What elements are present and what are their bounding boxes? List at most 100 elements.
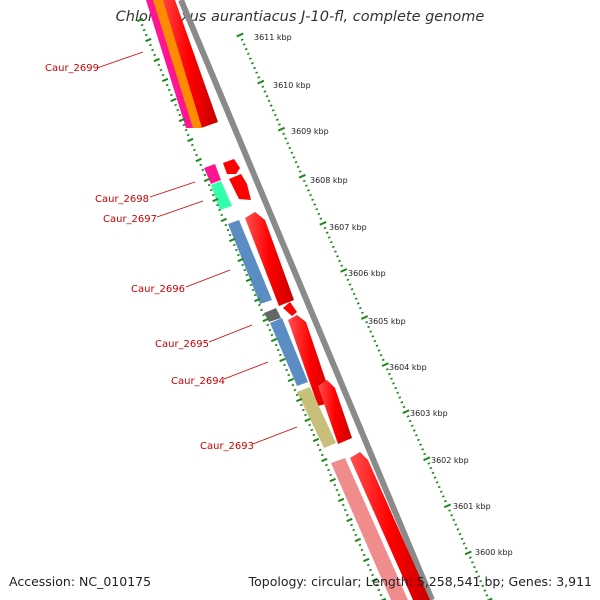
- major-tick: [304, 417, 311, 423]
- minor-tick: [153, 53, 157, 57]
- scale-label: 3601 kbp: [453, 502, 491, 511]
- minor-tick: [228, 233, 232, 237]
- minor-tick: [182, 123, 186, 127]
- gene-label-caur-2695[interactable]: Caur_2695: [155, 339, 209, 350]
- minor-tick: [387, 372, 391, 376]
- minor-tick: [366, 563, 370, 567]
- cog-block-caur-2694[interactable]: [270, 318, 308, 386]
- minor-tick: [286, 142, 290, 145]
- cds-feature-caur-2699[interactable]: [158, 0, 218, 128]
- cds-feature-caur-2694[interactable]: [288, 315, 333, 406]
- minor-tick: [165, 83, 169, 87]
- minor-tick: [267, 99, 271, 103]
- major-tick: [346, 517, 353, 523]
- cog-block-caur-2693[interactable]: [297, 387, 336, 448]
- minor-tick: [159, 68, 163, 72]
- major-tick: [337, 497, 345, 503]
- minor-tick: [268, 328, 272, 332]
- gene-label-caur-2693[interactable]: Caur_2693: [200, 441, 254, 452]
- minor-tick: [336, 255, 339, 258]
- major-tick: [245, 277, 253, 283]
- minor-tick: [325, 231, 329, 234]
- minor-tick: [304, 184, 308, 187]
- minor-tick: [290, 151, 294, 154]
- minor-tick: [149, 43, 152, 47]
- minor-tick: [341, 503, 345, 507]
- cog-track: [146, 0, 408, 600]
- callout-line: [185, 269, 231, 288]
- minor-tick: [251, 288, 255, 292]
- minor-tick: [325, 463, 328, 467]
- major-tick: [340, 268, 348, 273]
- gene-label-caur-2694[interactable]: Caur_2694: [171, 376, 225, 387]
- minor-tick: [255, 71, 259, 74]
- gene-label-caur-2697[interactable]: Caur_2697: [103, 214, 157, 225]
- cds-feature-caur-2692[interactable]: [350, 452, 430, 600]
- minor-tick: [317, 212, 321, 216]
- major-tick: [203, 177, 211, 183]
- major-tick: [287, 377, 294, 383]
- minor-tick: [362, 553, 366, 557]
- minor-tick: [211, 193, 215, 197]
- minor-tick: [263, 90, 267, 93]
- minor-tick: [456, 528, 460, 531]
- minor-tick: [437, 485, 441, 489]
- major-tick: [296, 397, 303, 403]
- minor-tick: [253, 293, 257, 297]
- minor-tick: [176, 108, 180, 112]
- cds-feature-caur-2693[interactable]: [318, 380, 352, 444]
- major-tick: [136, 17, 144, 23]
- minor-tick: [260, 308, 263, 312]
- minor-tick: [201, 168, 205, 172]
- major-tick: [187, 137, 194, 143]
- minor-tick: [348, 283, 352, 286]
- minor-tick: [282, 132, 285, 136]
- minor-tick: [385, 368, 389, 371]
- minor-tick: [369, 568, 372, 572]
- cog-block-caur-2699-b[interactable]: [153, 0, 202, 128]
- cds-feature-caur-2697[interactable]: [229, 174, 251, 200]
- minor-tick: [294, 160, 298, 164]
- minor-tick: [414, 433, 418, 437]
- minor-tick: [473, 565, 476, 569]
- callout-line: [223, 361, 269, 380]
- minor-tick: [346, 278, 350, 282]
- minor-tick: [373, 339, 377, 343]
- cog-block-caur-2698[interactable]: [204, 164, 221, 184]
- minor-tick: [352, 528, 356, 532]
- minor-tick: [344, 273, 348, 277]
- minor-tick: [261, 85, 265, 89]
- gene-label-caur-2699[interactable]: Caur_2699: [45, 63, 99, 74]
- major-tick: [371, 577, 378, 583]
- cog-block-caur-2696[interactable]: [228, 220, 272, 304]
- cog-block-caur-2692[interactable]: [331, 458, 408, 600]
- minor-tick: [274, 343, 278, 347]
- gene-label-caur-2696[interactable]: Caur_2696: [131, 284, 185, 295]
- minor-tick: [429, 466, 433, 470]
- minor-tick: [431, 471, 435, 475]
- minor-tick: [178, 113, 182, 117]
- minor-tick: [244, 47, 248, 51]
- cog-block-caur-2697[interactable]: [211, 181, 232, 210]
- minor-tick: [193, 148, 196, 152]
- minor-tick: [262, 313, 266, 317]
- minor-tick: [394, 386, 398, 390]
- minor-tick: [375, 583, 379, 587]
- scale-label: 3610 kbp: [273, 81, 311, 90]
- minor-tick: [308, 423, 312, 427]
- minor-tick: [402, 405, 406, 409]
- minor-tick: [207, 183, 211, 187]
- minor-tick: [441, 495, 445, 498]
- cds-feature-caur-2695[interactable]: [283, 302, 297, 316]
- minor-tick: [360, 548, 364, 552]
- minor-tick: [240, 38, 244, 41]
- gene-label-caur-2698[interactable]: Caur_2698: [95, 194, 149, 205]
- callout-line: [252, 426, 298, 445]
- cds-feature-caur-2698[interactable]: [223, 159, 240, 174]
- minor-tick: [144, 33, 148, 37]
- cds-feature-caur-2696[interactable]: [245, 212, 294, 306]
- minor-tick: [337, 493, 341, 497]
- minor-tick: [464, 546, 468, 550]
- minor-tick: [460, 537, 464, 541]
